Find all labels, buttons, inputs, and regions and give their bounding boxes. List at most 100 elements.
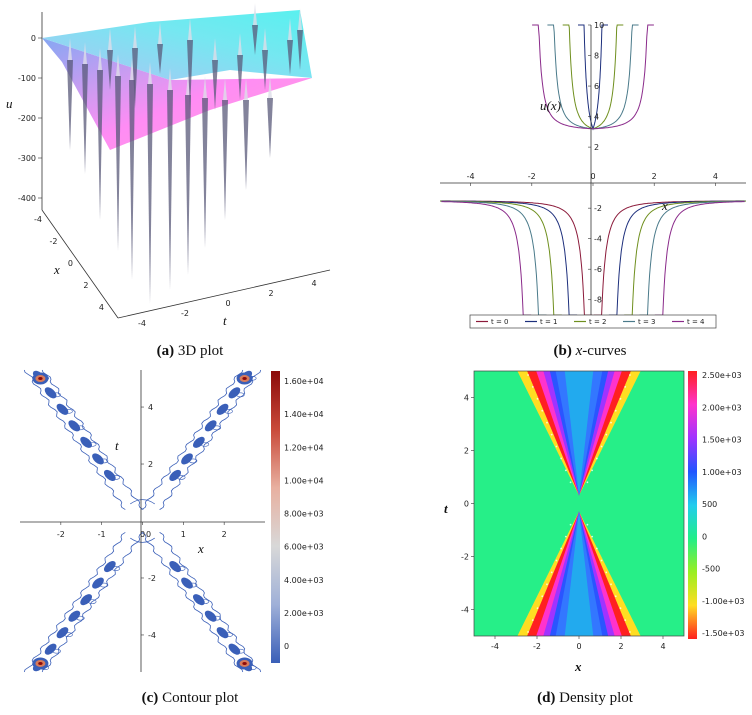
curve-outer-branch xyxy=(440,200,578,316)
curve-inner-branch xyxy=(532,24,654,130)
b-y-tick-label: 6 xyxy=(594,82,599,91)
contour-blob xyxy=(103,469,116,481)
spike xyxy=(67,60,73,150)
density-dot xyxy=(624,386,627,388)
c-x-tick-label: 1 xyxy=(181,530,186,539)
d-colorbar-label: 1.50e+03 xyxy=(702,436,742,445)
contour-blob xyxy=(192,436,205,448)
curve-inner-branch xyxy=(547,24,639,130)
spike-peak xyxy=(213,38,217,60)
contour-ring xyxy=(188,582,198,588)
d-colorbar-label: 0 xyxy=(702,532,707,541)
contour-blob xyxy=(68,420,81,432)
surface-upper xyxy=(42,10,312,80)
c-x-tick-label: -1 xyxy=(98,530,106,539)
d-t-label: t xyxy=(444,501,448,516)
contour-ring xyxy=(236,392,245,398)
density-dot xyxy=(591,535,594,538)
contour-blob xyxy=(192,594,205,606)
caption-b: (b) x-curves xyxy=(553,343,627,359)
b-x-tick-label: 2 xyxy=(652,172,657,181)
d-colorbar-label: -1.50e+03 xyxy=(702,629,745,638)
density-dot xyxy=(629,374,631,376)
c-colorbar-label: 1.60e+04 xyxy=(284,377,324,386)
c-y-tick-label: -2 xyxy=(148,574,156,583)
c-t-label: t xyxy=(115,438,119,453)
contour-blob xyxy=(56,403,69,415)
c-colorbar-label: 6.00e+03 xyxy=(284,543,324,552)
caption-c: (c) Contour plot xyxy=(141,690,239,706)
plot-a-3d: 0 -100 -200 -300 -400 -4 -2 0 2 4 -4 -2 0 2 4 u x t xyxy=(6,3,331,328)
z-tick-label: -300 xyxy=(18,154,36,163)
spike xyxy=(297,30,303,70)
z-tick-label: 0 xyxy=(31,34,36,43)
density-dot xyxy=(536,397,539,400)
plot-d-density: -4 -2 0 2 4 -4 -2 0 2 4 t x 2.50e+03 2.00e+03 1.50… xyxy=(444,370,745,674)
spike-peak xyxy=(158,22,162,44)
b-x-tick-label: 0 xyxy=(590,172,595,181)
contour-ring xyxy=(176,566,186,571)
x-tick-label: 4 xyxy=(99,303,104,312)
d-colorbar-label: 2.50e+03 xyxy=(702,371,742,380)
contour-blob xyxy=(228,387,241,399)
spike xyxy=(115,76,121,251)
legend-label: t = 2 xyxy=(589,318,607,326)
spike-peak xyxy=(223,78,227,100)
curve-inner-branch xyxy=(562,24,624,130)
curve-outer-branch xyxy=(593,200,745,316)
density-dot xyxy=(550,571,553,574)
plot-b-curves: -4 -2 0 2 4 -8 -6 -4 -2 2 4 6 8 10 u(x) x t = 0 t = 1… xyxy=(440,21,746,329)
c-y-tick-label: -4 xyxy=(148,631,156,640)
curve-outer-branch xyxy=(624,200,746,316)
d-y-tick-label: 4 xyxy=(464,394,469,403)
x-tick-label: 0 xyxy=(68,259,73,268)
spike-peak xyxy=(268,76,272,98)
c-colorbar-label: 1.20e+04 xyxy=(284,443,324,452)
spike xyxy=(243,100,249,190)
curve-outer-branch xyxy=(440,200,562,316)
contour-ring xyxy=(224,632,233,637)
spike-peak xyxy=(168,68,172,90)
contour-ring xyxy=(200,599,210,604)
density-dot xyxy=(605,433,608,436)
c-colorbar-label: 4.00e+03 xyxy=(284,576,324,585)
contour-blob xyxy=(80,436,93,448)
d-colorbar xyxy=(688,371,697,639)
caption-d: (d) Density plot xyxy=(537,690,633,706)
z-tick-label: -200 xyxy=(18,114,36,123)
contour-ring xyxy=(87,442,97,447)
c-x-tick-label: 2 xyxy=(222,530,227,539)
contour-peak-core xyxy=(38,377,43,381)
contour-line xyxy=(23,369,126,510)
density-dot xyxy=(569,481,572,484)
density-dot xyxy=(619,607,622,610)
spike-peak xyxy=(253,3,257,25)
density-dot xyxy=(531,619,534,621)
density-dot xyxy=(527,374,529,376)
spike xyxy=(185,95,191,275)
legend-label: t = 3 xyxy=(638,318,656,326)
d-x-tick-label: 0 xyxy=(576,642,581,651)
density-dot xyxy=(541,409,544,412)
contour-ring xyxy=(76,425,85,431)
c-colorbar-label: 8.00e+03 xyxy=(284,510,324,519)
z-tick-label: -100 xyxy=(18,74,36,83)
d-colorbar-label: 2.00e+03 xyxy=(702,403,742,412)
c-origin-label: 0 xyxy=(146,530,151,539)
contour-blob xyxy=(44,387,57,399)
d-colorbar-label: -500 xyxy=(702,565,720,574)
spike xyxy=(267,98,273,158)
t-tick-label: 0 xyxy=(225,299,230,308)
d-colorbar-label: -1.00e+03 xyxy=(702,597,745,606)
b-y-tick-label: -2 xyxy=(594,204,602,213)
contour-blob xyxy=(92,577,104,589)
d-y-tick-label: 0 xyxy=(464,500,469,509)
spike xyxy=(157,44,163,74)
spike-peak xyxy=(83,42,87,64)
contour-ring xyxy=(176,475,186,480)
c-x-label: x xyxy=(197,541,204,556)
density-dot xyxy=(569,523,572,526)
contour-ring xyxy=(64,632,73,637)
legend-label: t = 1 xyxy=(540,318,558,326)
density-dot xyxy=(610,421,612,424)
